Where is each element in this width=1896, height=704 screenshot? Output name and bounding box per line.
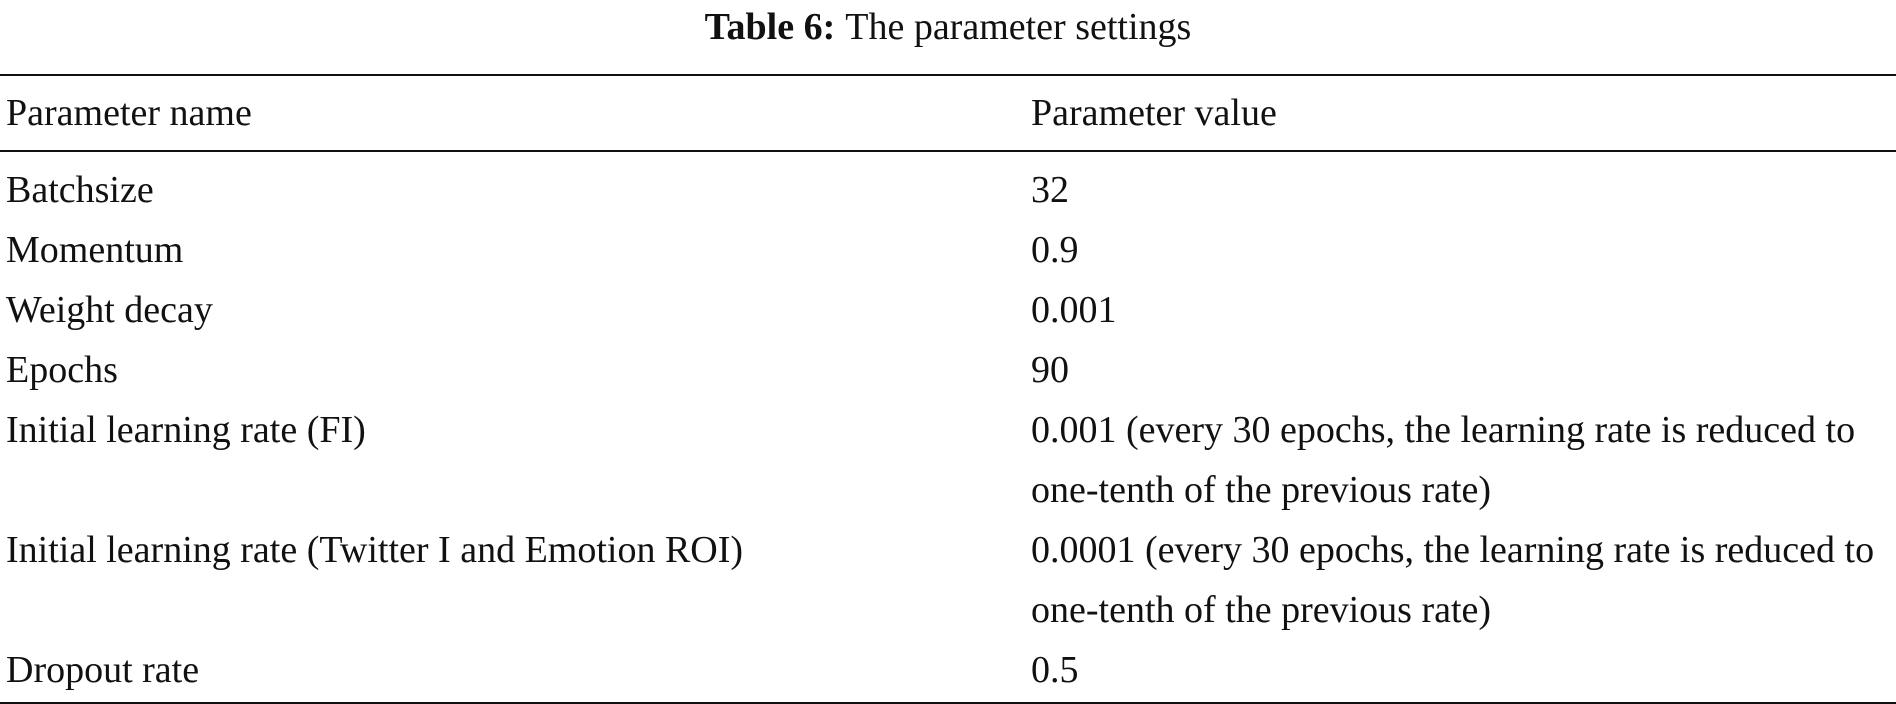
parameter-value: 0.001 (every 30 epochs, the learning rat…: [1031, 409, 1856, 511]
parameter-name: Momentum: [6, 229, 184, 271]
table-body: Batchsize 32 Momentum 0.9 Weight decay 0.001 E…: [0, 151, 1896, 704]
parameter-value: 0.5: [1031, 640, 1896, 704]
table-row: Dropout rate 0.5: [0, 640, 1896, 704]
parameter-value: 0.0001 (every 30 epochs, the learning ra…: [1031, 529, 1875, 631]
table-row: Epochs 90: [0, 340, 1896, 400]
parameter-value: 0.001: [1031, 289, 1117, 331]
table-header: Parameter name Parameter value: [0, 74, 1896, 152]
parameter-name: Initial learning rate (FI): [6, 409, 366, 451]
parameter-name: Batchsize: [6, 169, 154, 211]
caption-text: The parameter settings: [845, 6, 1192, 48]
parameter-name: Epochs: [6, 349, 118, 391]
header-cell: Parameter name: [0, 74, 1031, 152]
parameter-table: Parameter name Parameter value Batchsize 3…: [0, 74, 1896, 704]
parameter-name: Dropout rate: [0, 640, 1031, 704]
parameter-value: 32: [1031, 169, 1069, 211]
table-caption: Table 6: The parameter settings: [0, 0, 1896, 74]
header-row: Parameter name Parameter value: [0, 74, 1896, 152]
table-row: Momentum 0.9: [0, 220, 1896, 280]
parameter-name: Weight decay: [6, 289, 213, 331]
header-cell: Parameter value: [1031, 74, 1896, 152]
table-row: Initial learning rate (Twitter I and Emo…: [0, 520, 1896, 640]
parameter-name: Initial learning rate (Twitter I and Emo…: [6, 529, 744, 571]
table-row: Batchsize 32: [0, 151, 1896, 220]
parameter-value: 90: [1031, 349, 1069, 391]
table-row: Weight decay 0.001: [0, 280, 1896, 340]
parameter-value: 0.9: [1031, 229, 1079, 271]
table-row: Initial learning rate (FI) 0.001 (every 3…: [0, 400, 1896, 520]
caption-label: Table 6:: [704, 6, 836, 48]
